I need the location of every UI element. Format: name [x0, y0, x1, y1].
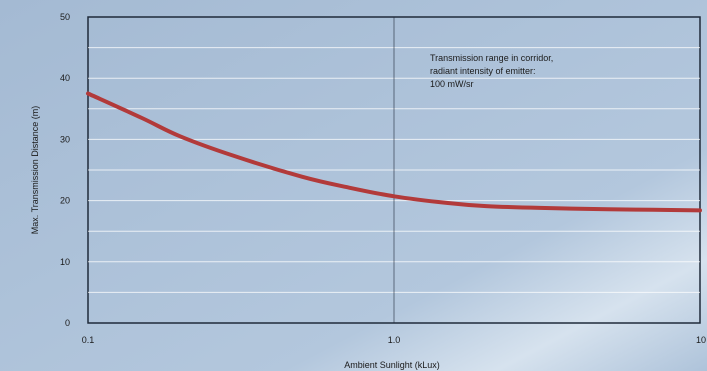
- tick-labels: 0 10 20 30 40 50 0.1 1.0 10: [60, 12, 706, 345]
- y-tick-label: 50: [60, 12, 70, 22]
- x-tick-label: 10: [696, 335, 706, 345]
- y-tick-label: 10: [60, 257, 70, 267]
- annotation-line-3: 100 mW/sr: [430, 79, 474, 89]
- y-tick-label: 40: [60, 73, 70, 83]
- annotation-line-1: Transmission range in corridor,: [430, 53, 553, 63]
- annotation-line-2: radiant intensity of emitter:: [430, 66, 536, 76]
- x-tick-label: 1.0: [388, 335, 401, 345]
- y-tick-label: 20: [60, 196, 70, 206]
- x-axis-label: Ambient Sunlight (kLux): [344, 360, 440, 370]
- series-line: [86, 91, 702, 213]
- x-tick-label: 0.1: [82, 335, 95, 345]
- y-axis-label: Max. Transmission Distance (m): [30, 106, 40, 235]
- grid-lines: [88, 17, 700, 323]
- y-tick-label: 0: [65, 318, 70, 328]
- y-tick-label: 30: [60, 134, 70, 144]
